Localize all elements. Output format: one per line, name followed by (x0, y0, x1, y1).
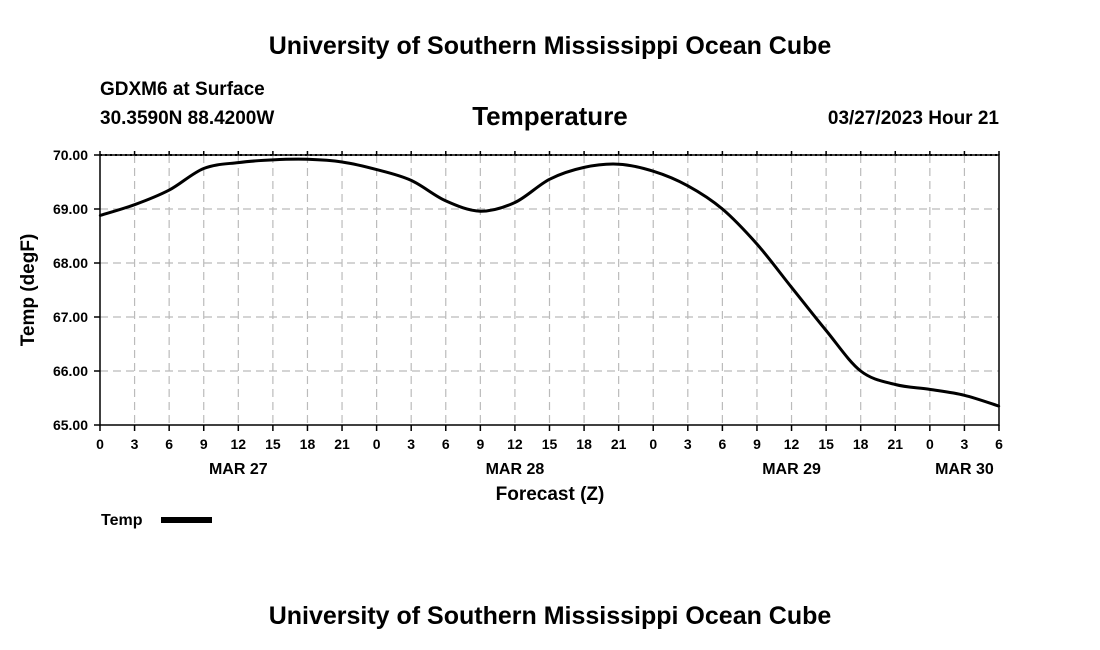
day-label: MAR 28 (486, 461, 545, 478)
x-tick-label: 15 (265, 436, 281, 452)
grid (100, 155, 999, 425)
data-point-temp (894, 383, 897, 386)
x-tick-label: 12 (507, 436, 523, 452)
y-tick-label: 66.00 (53, 363, 88, 379)
data-point-temp (237, 161, 240, 164)
footer-org-title: University of Southern Mississippi Ocean… (269, 602, 832, 630)
y-tick-label: 68.00 (53, 255, 88, 271)
x-tick-label: 15 (542, 436, 558, 452)
x-tick-label: 18 (576, 436, 592, 452)
x-tick-label: 3 (961, 436, 969, 452)
data-point-temp (340, 160, 344, 164)
day-label: MAR 29 (762, 461, 821, 478)
x-tick-label: 15 (818, 436, 834, 452)
data-point-temp (582, 166, 586, 169)
data-point-temp (963, 394, 966, 397)
data-point-temp (928, 388, 932, 391)
data-point-temp (859, 369, 862, 373)
x-tick-label: 18 (853, 436, 869, 452)
data-point-temp (479, 209, 482, 213)
y-tick-label: 67.00 (53, 309, 88, 325)
x-tick-label: 6 (718, 436, 726, 452)
y-tick-label: 70.00 (53, 147, 88, 163)
x-tick-label: 9 (753, 436, 761, 452)
x-tick-label: 0 (649, 436, 657, 452)
data-point-temp (513, 201, 517, 204)
station-label: GDXM6 at Surface (100, 79, 265, 100)
x-axis-label: Forecast (Z) (496, 484, 605, 505)
x-tick-label: 12 (784, 436, 800, 452)
x-tick-label: 3 (131, 436, 139, 452)
legend-label-temp: Temp (101, 512, 143, 529)
x-tick-label: 18 (300, 436, 316, 452)
y-axis-label: Temp (degF) (18, 234, 39, 347)
data-point-temp (375, 168, 378, 171)
x-tick-label: 3 (684, 436, 692, 452)
series (98, 157, 1001, 408)
data-point-temp (409, 179, 413, 182)
x-tick-label: 12 (231, 436, 247, 452)
data-point-temp (997, 404, 1001, 408)
data-point-temp (755, 242, 759, 246)
day-label: MAR 27 (209, 461, 268, 478)
x-tick-label: 9 (200, 436, 208, 452)
chart-title: Temperature (472, 101, 628, 131)
data-point-temp (444, 199, 447, 203)
data-point-temp (617, 162, 620, 166)
x-tick-label: 6 (995, 436, 1003, 452)
y-tick-label: 65.00 (53, 417, 88, 433)
issued-datetime: 03/27/2023 Hour 21 (828, 108, 1000, 129)
data-point-temp (721, 207, 724, 211)
day-label: MAR 30 (935, 461, 994, 478)
data-point-temp (548, 178, 551, 181)
data-point-temp (652, 170, 655, 173)
x-tick-label: 6 (165, 436, 173, 452)
x-tick-label: 21 (611, 436, 627, 452)
data-point-temp (824, 329, 828, 332)
data-point-temp (167, 188, 171, 192)
x-tick-label: 3 (407, 436, 415, 452)
data-point-temp (306, 158, 309, 161)
data-point-temp (202, 167, 205, 170)
x-tick-label: 9 (476, 436, 484, 452)
data-point-temp (98, 214, 102, 217)
x-tick-label: 21 (887, 436, 903, 452)
x-tick-label: 0 (373, 436, 381, 452)
org-title: University of Southern Mississippi Ocean… (269, 32, 832, 60)
data-point-temp (686, 184, 690, 187)
data-point-temp (271, 158, 275, 162)
x-tick-label: 0 (96, 436, 104, 452)
x-tick-label: 6 (442, 436, 450, 452)
x-tick-label: 0 (926, 436, 934, 452)
x-tick-label: 21 (334, 436, 350, 452)
legend: Temp (101, 512, 212, 529)
location-label: 30.3590N 88.4200W (100, 108, 274, 129)
data-point-temp (133, 203, 136, 206)
axis-ticks: 65.00 66.00 67.00 68.00 69.00 70.00 0 3 6 9 12 15 18… (53, 147, 1003, 478)
y-tick-label: 69.00 (53, 201, 88, 217)
data-point-temp (790, 286, 793, 289)
